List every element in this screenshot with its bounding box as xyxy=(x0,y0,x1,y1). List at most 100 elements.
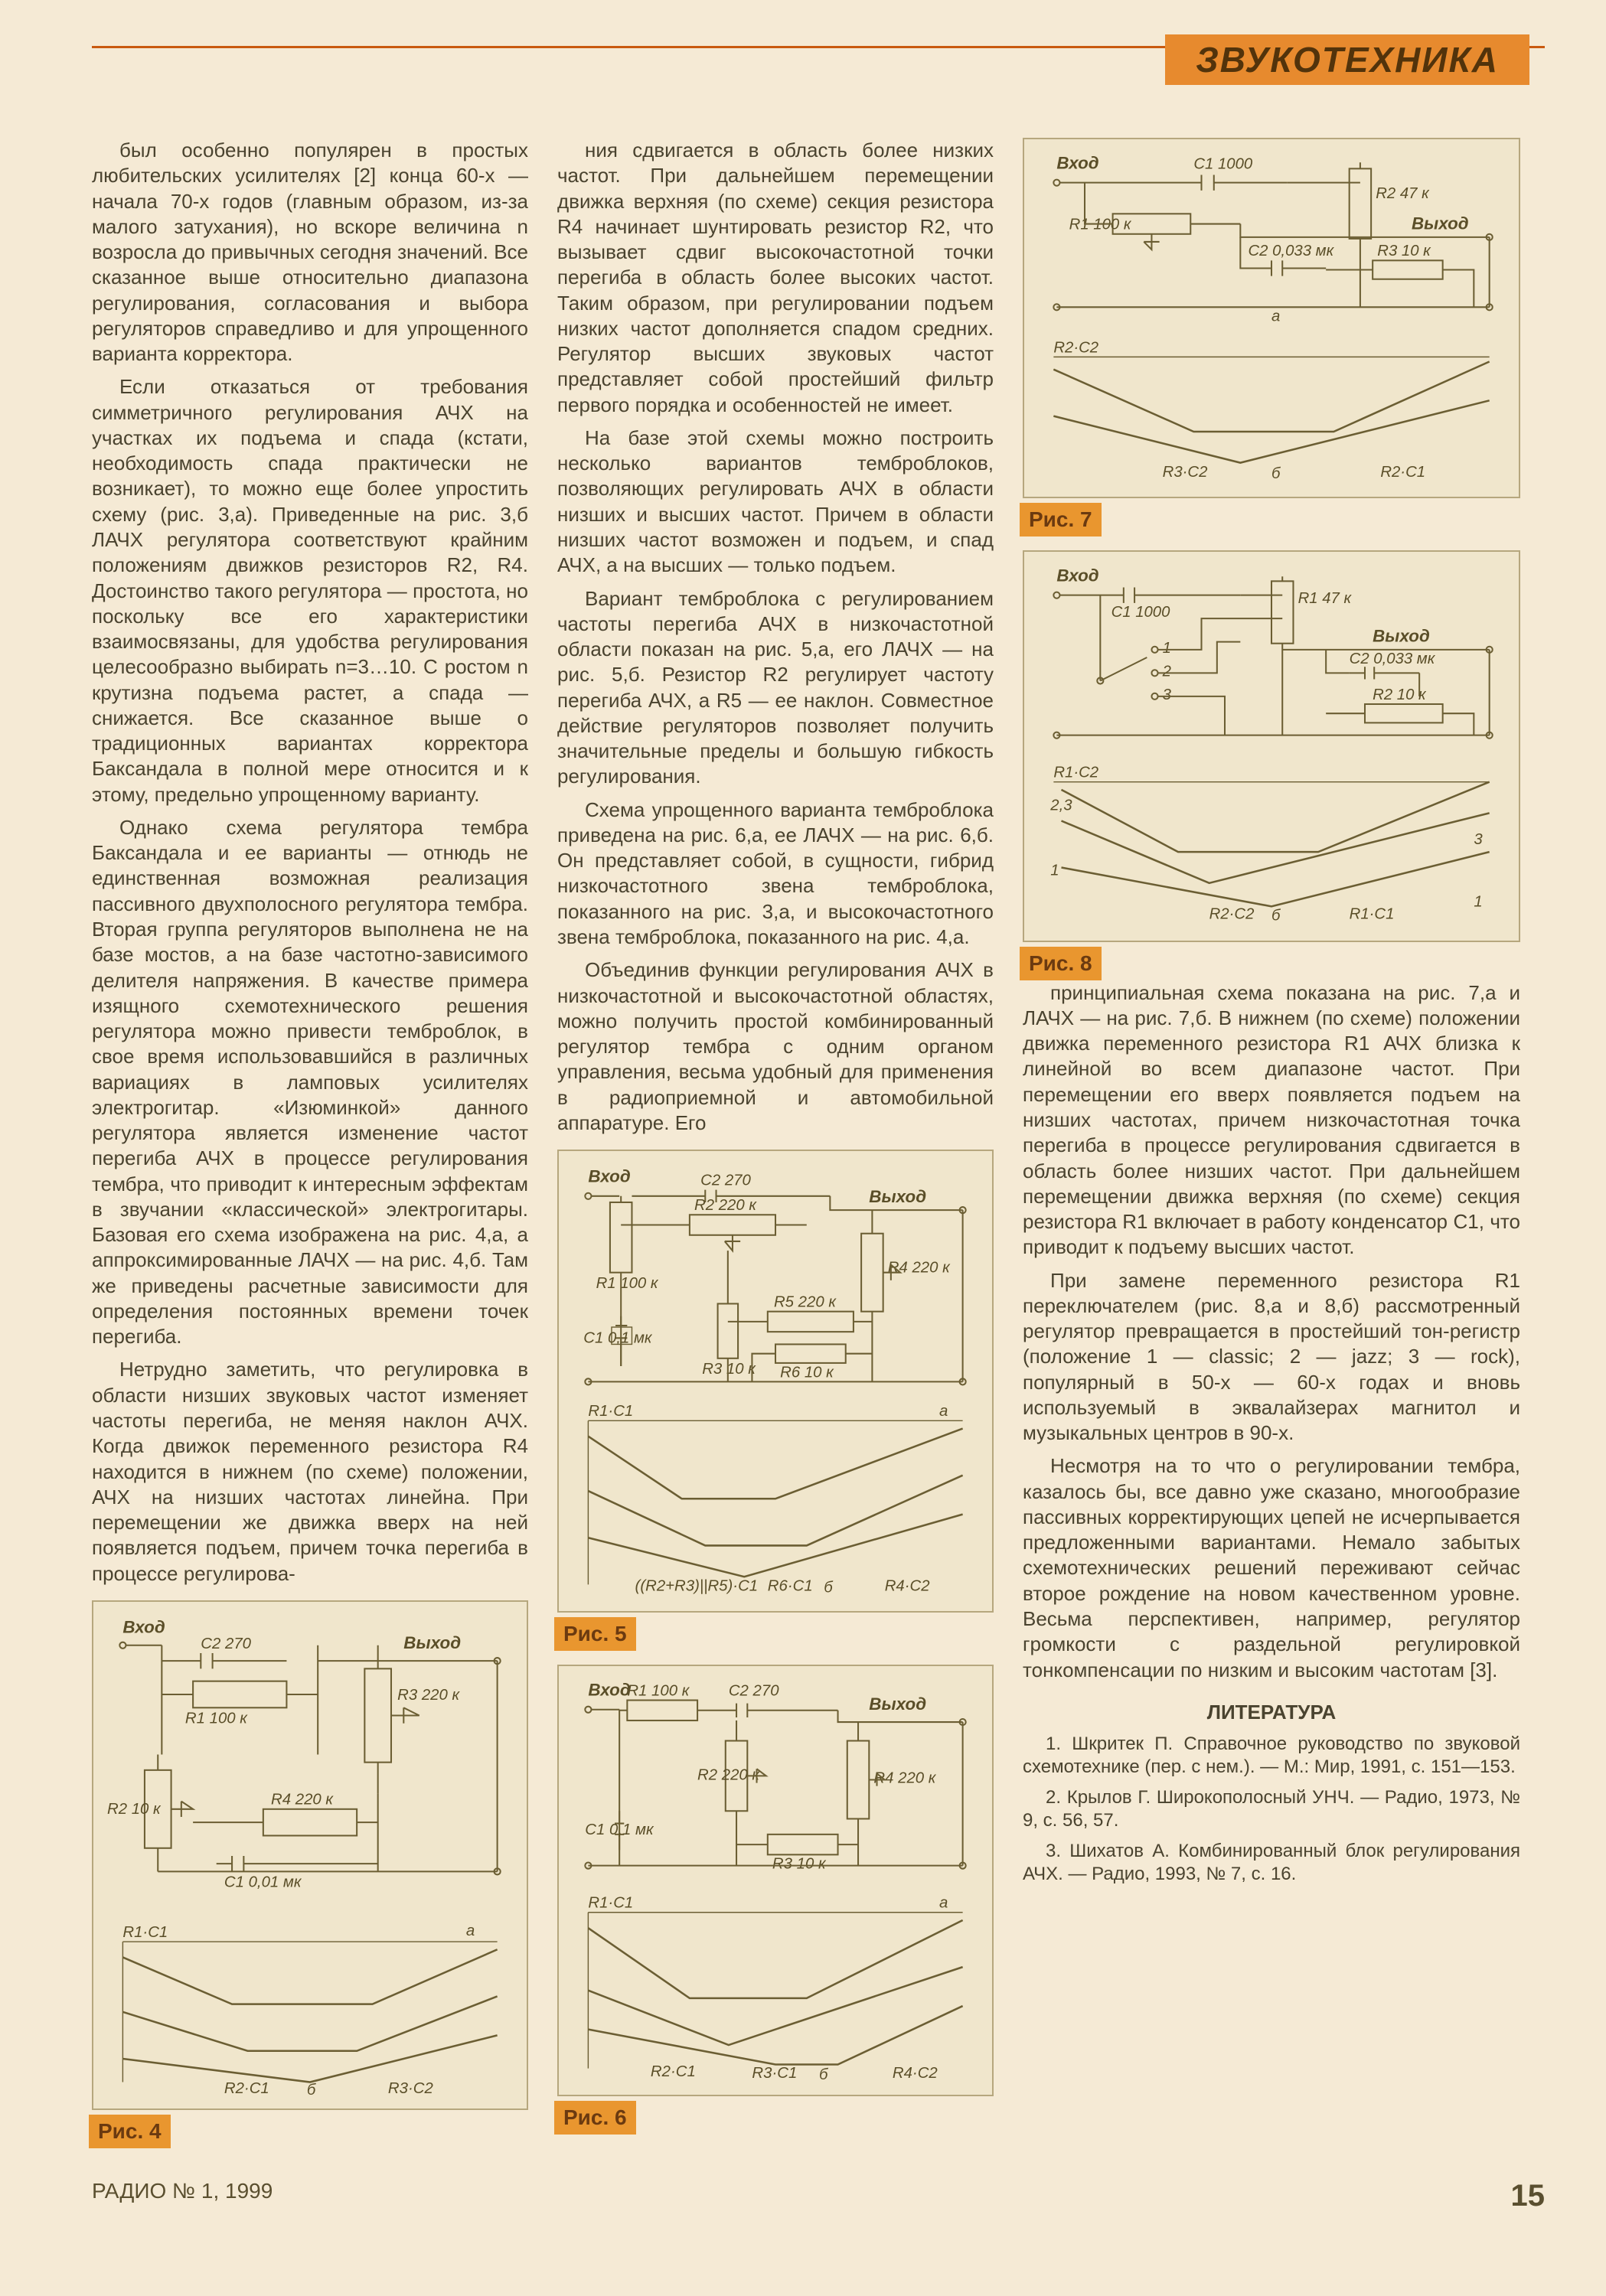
figure-4: Вход C2 270 R1 100 к Выход R3 220 к xyxy=(92,1600,528,2110)
lit-1: 1. Шкритек П. Справочное руководство по … xyxy=(1023,1733,1520,1779)
column-1: был особенно популярен в простых любител… xyxy=(92,138,528,2148)
svg-text:б: б xyxy=(1271,908,1281,925)
svg-text:a: a xyxy=(939,1403,948,1420)
figure-5-caption: Рис. 5 xyxy=(554,1617,636,1651)
svg-text:R2·C1: R2·C1 xyxy=(651,2063,696,2079)
svg-text:C1 0,01 мк: C1 0,01 мк xyxy=(224,1874,302,1891)
svg-text:R2·C2: R2·C2 xyxy=(1053,339,1098,356)
svg-text:C2 0,033 мк: C2 0,033 мк xyxy=(1249,243,1335,259)
svg-text:Вход: Вход xyxy=(1056,566,1098,585)
svg-text:a: a xyxy=(939,1894,948,1911)
figure-5-svg: Вход R1 100 к C2 270 R2 220 к Выход xyxy=(573,1163,978,1600)
c2-p4: Схема упрощенного варианта темброблока п… xyxy=(557,797,994,951)
svg-text:C1 0,1 мк: C1 0,1 мк xyxy=(585,1821,654,1838)
svg-text:R2 10 к: R2 10 к xyxy=(107,1801,162,1818)
svg-text:R3·C2: R3·C2 xyxy=(1163,464,1208,481)
figure-8: Вход C1 1000 R1 47 к 1 2 3 xyxy=(1023,550,1520,942)
svg-text:R3 220 к: R3 220 к xyxy=(397,1687,460,1704)
c1-p4: Нетрудно заметить, что регулировка в обл… xyxy=(92,1357,528,1586)
svg-text:C2 270: C2 270 xyxy=(729,1682,779,1699)
svg-text:C2 270: C2 270 xyxy=(700,1172,751,1189)
literature-title: ЛИТЕРАТУРА xyxy=(1023,1700,1520,1725)
svg-text:R3 10 к: R3 10 к xyxy=(772,1855,827,1872)
svg-text:R4·C2: R4·C2 xyxy=(885,1578,931,1595)
svg-text:R4 220 к: R4 220 к xyxy=(271,1792,334,1808)
svg-text:R2·C1: R2·C1 xyxy=(224,2080,269,2097)
section-title: ЗВУКОТЕХНИКА xyxy=(1165,34,1529,85)
svg-text:a: a xyxy=(1271,308,1280,325)
page-body: был особенно популярен в простых любител… xyxy=(92,138,1545,2148)
svg-text:R1·C2: R1·C2 xyxy=(1053,765,1098,781)
svg-text:б: б xyxy=(307,2082,317,2098)
svg-text:1: 1 xyxy=(1163,640,1171,657)
svg-text:3: 3 xyxy=(1163,687,1172,703)
svg-text:R1·C1: R1·C1 xyxy=(1350,906,1395,923)
svg-text:a: a xyxy=(466,1923,475,1939)
c2-p2: На базе этой схемы можно построить неско… xyxy=(557,426,994,579)
c2-p1: ния сдвигается в область более низких ча… xyxy=(557,138,994,418)
svg-text:R1·C1: R1·C1 xyxy=(122,1924,168,1941)
lit-2: 2. Крылов Г. Широкополосный УНЧ. — Радио… xyxy=(1023,1786,1520,1832)
page-number: 15 xyxy=(1511,2179,1546,2213)
svg-text:Выход: Выход xyxy=(403,1633,461,1652)
literature-list: 1. Шкритек П. Справочное руководство по … xyxy=(1023,1733,1520,1886)
figure-7-caption: Рис. 7 xyxy=(1020,503,1102,536)
svg-text:R1 100 к: R1 100 к xyxy=(185,1711,248,1727)
svg-text:R2·C1: R2·C1 xyxy=(1380,464,1425,481)
figure-6: Вход R1 100 к C2 270 Выход R2 220 к xyxy=(557,1665,994,2096)
c1-p2: Если отказаться от требования симметричн… xyxy=(92,374,528,807)
column-3: Вход C1 1000 R2 47 к R1 100 к Выход xyxy=(1023,138,1520,2148)
svg-text:б: б xyxy=(1271,465,1281,482)
svg-text:2,3: 2,3 xyxy=(1049,797,1072,814)
page-footer: РАДИО № 1, 1999 15 xyxy=(92,2179,1545,2213)
svg-text:б: б xyxy=(824,1580,834,1596)
svg-text:Вход: Вход xyxy=(1056,153,1098,172)
svg-text:R3·C1: R3·C1 xyxy=(752,2065,797,2082)
c1-p1: был особенно популярен в простых любител… xyxy=(92,138,528,367)
svg-text:Выход: Выход xyxy=(869,1187,926,1206)
svg-text:R3 10 к: R3 10 к xyxy=(702,1361,756,1378)
svg-text:C1 0,1 мк: C1 0,1 мк xyxy=(583,1330,653,1347)
svg-text:б: б xyxy=(819,2066,829,2083)
svg-text:R1 47 к: R1 47 к xyxy=(1298,590,1353,607)
svg-text:C1 1000: C1 1000 xyxy=(1193,155,1253,172)
svg-text:R5 220 к: R5 220 к xyxy=(774,1294,837,1311)
svg-text:((R2+R3)||R5)·C1: ((R2+R3)||R5)·C1 xyxy=(635,1578,759,1595)
figure-4-svg: Вход C2 270 R1 100 к Выход R3 220 к xyxy=(107,1614,513,2098)
svg-text:Вход: Вход xyxy=(588,1167,630,1186)
svg-text:Вход: Вход xyxy=(122,1617,165,1636)
c1-p3: Однако схема регулятора тембра Баксандал… xyxy=(92,815,528,1350)
svg-text:C2 0,033 мк: C2 0,033 мк xyxy=(1350,651,1436,667)
svg-text:C1 1000: C1 1000 xyxy=(1111,604,1171,621)
svg-text:2: 2 xyxy=(1162,663,1171,680)
svg-text:1: 1 xyxy=(1050,863,1059,879)
figure-8-svg: Вход C1 1000 R1 47 к 1 2 3 xyxy=(1038,564,1505,930)
svg-text:R2·C2: R2·C2 xyxy=(1209,906,1255,923)
figure-5: Вход R1 100 к C2 270 R2 220 к Выход xyxy=(557,1150,994,1613)
figure-7: Вход C1 1000 R2 47 к R1 100 к Выход xyxy=(1023,138,1520,498)
figure-4-caption: Рис. 4 xyxy=(89,2115,171,2148)
svg-text:R1·C1: R1·C1 xyxy=(588,1403,633,1420)
c3-p1: принципиальная схема показана на рис. 7,… xyxy=(1023,980,1520,1261)
svg-text:Выход: Выход xyxy=(1373,627,1430,646)
figure-7-svg: Вход C1 1000 R2 47 к R1 100 к Выход xyxy=(1038,152,1505,486)
c2-p5: Объединив функции регулирования АЧХ в ни… xyxy=(557,957,994,1136)
c2-p3: Вариант темброблока с регулированием час… xyxy=(557,586,994,790)
c3-p2: При замене переменного резистора R1 пере… xyxy=(1023,1268,1520,1446)
figure-6-svg: Вход R1 100 к C2 270 Выход R2 220 к xyxy=(573,1678,978,2084)
svg-text:R1 100 к: R1 100 к xyxy=(627,1682,690,1699)
svg-text:R1·C1: R1·C1 xyxy=(588,1894,633,1911)
svg-text:R2 220 к: R2 220 к xyxy=(694,1197,757,1214)
svg-text:Вход: Вход xyxy=(588,1680,630,1699)
svg-text:Выход: Выход xyxy=(869,1694,926,1713)
svg-text:3: 3 xyxy=(1474,831,1483,848)
svg-text:R4·C2: R4·C2 xyxy=(893,2065,938,2082)
svg-text:R4 220 к: R4 220 к xyxy=(888,1260,951,1277)
svg-text:R3 10 к: R3 10 к xyxy=(1377,243,1431,259)
c3-p3: Несмотря на то что о регулировании тембр… xyxy=(1023,1453,1520,1682)
lit-3: 3. Шихатов А. Комбинированный блок регул… xyxy=(1023,1840,1520,1886)
svg-text:R2 47 к: R2 47 к xyxy=(1376,185,1430,202)
svg-text:Выход: Выход xyxy=(1412,214,1469,233)
svg-text:C2 270: C2 270 xyxy=(201,1636,251,1652)
svg-text:R3·C2: R3·C2 xyxy=(388,2080,434,2097)
